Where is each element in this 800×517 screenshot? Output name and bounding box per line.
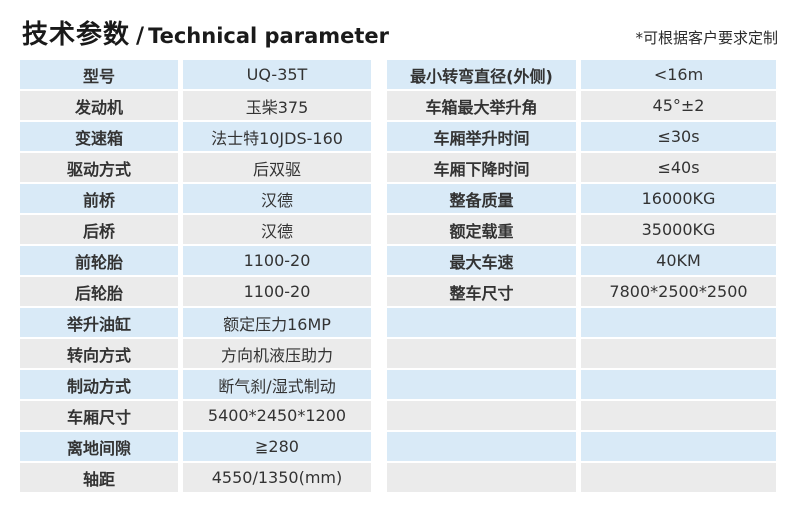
- table-row: 前桥 汉德: [20, 184, 371, 213]
- param-value: 玉柴375: [183, 91, 371, 120]
- table-row: 举升油缸 额定压力16MP: [20, 308, 371, 337]
- param-value: <16m: [581, 60, 776, 89]
- param-value: [581, 401, 776, 430]
- param-label: 整备质量: [387, 184, 576, 213]
- param-label: 制动方式: [20, 370, 178, 399]
- param-value: ≧280: [183, 432, 371, 461]
- table-row: 额定载重 35000KG: [387, 215, 776, 244]
- param-value: 汉德: [183, 215, 371, 244]
- param-value: 额定压力16MP: [183, 308, 371, 337]
- param-label: 前桥: [20, 184, 178, 213]
- param-label: 车箱最大举升角: [387, 91, 576, 120]
- table-row: [387, 463, 776, 492]
- param-label: 车厢尺寸: [20, 401, 178, 430]
- table-row: 后桥 汉德: [20, 215, 371, 244]
- param-value: 35000KG: [581, 215, 776, 244]
- param-value: [581, 432, 776, 461]
- param-value: 汉德: [183, 184, 371, 213]
- param-value: 1100-20: [183, 277, 371, 306]
- table-row: [387, 308, 776, 337]
- param-label: 车厢下降时间: [387, 153, 576, 182]
- table-row: 变速箱 法士特10JDS-160: [20, 122, 371, 151]
- spec-table-left: 型号 UQ-35T 发动机 玉柴375 变速箱 法士特10JDS-160 驱动方式 后双驱 前桥…: [20, 60, 371, 494]
- param-label: 最小转弯直径(外侧): [387, 60, 576, 89]
- spec-tables: 型号 UQ-35T 发动机 玉柴375 变速箱 法士特10JDS-160 驱动方式 后双驱 前桥…: [0, 60, 800, 494]
- table-row: [387, 339, 776, 368]
- param-label: [387, 370, 576, 399]
- param-value: 断气刹/湿式制动: [183, 370, 371, 399]
- table-row: [387, 432, 776, 461]
- param-label: 整车尺寸: [387, 277, 576, 306]
- table-row: [387, 401, 776, 430]
- param-value: 方向机液压助力: [183, 339, 371, 368]
- param-value: 法士特10JDS-160: [183, 122, 371, 151]
- param-label: 驱动方式: [20, 153, 178, 182]
- table-row: [387, 370, 776, 399]
- param-label: [387, 339, 576, 368]
- table-row: 车箱最大举升角 45°±2: [387, 91, 776, 120]
- param-value: 16000KG: [581, 184, 776, 213]
- param-value: ≤40s: [581, 153, 776, 182]
- table-row: 车厢尺寸 5400*2450*1200: [20, 401, 371, 430]
- param-value: ≤30s: [581, 122, 776, 151]
- param-label: 举升油缸: [20, 308, 178, 337]
- param-label: [387, 463, 576, 492]
- table-row: 制动方式 断气刹/湿式制动: [20, 370, 371, 399]
- param-label: 前轮胎: [20, 246, 178, 275]
- param-value: [581, 339, 776, 368]
- table-row: 轴距 4550/1350(mm): [20, 463, 371, 492]
- param-value: [581, 463, 776, 492]
- param-value: 5400*2450*1200: [183, 401, 371, 430]
- param-value: [581, 370, 776, 399]
- page-title-zh: 技术参数: [22, 20, 131, 50]
- table-row: 前轮胎 1100-20: [20, 246, 371, 275]
- table-row: 车厢下降时间 ≤40s: [387, 153, 776, 182]
- param-label: 型号: [20, 60, 178, 89]
- page-header: 技术参数 / Technical parameter *可根据客户要求定制: [0, 0, 800, 48]
- param-label: [387, 401, 576, 430]
- param-label: 后轮胎: [20, 277, 178, 306]
- param-label: [387, 308, 576, 337]
- param-value: 1100-20: [183, 246, 371, 275]
- table-row: 整备质量 16000KG: [387, 184, 776, 213]
- table-row: 最小转弯直径(外侧) <16m: [387, 60, 776, 89]
- param-value: 4550/1350(mm): [183, 463, 371, 492]
- param-value: 45°±2: [581, 91, 776, 120]
- param-label: [387, 432, 576, 461]
- param-label: 车厢举升时间: [387, 122, 576, 151]
- param-label: 变速箱: [20, 122, 178, 151]
- spec-table-right: 最小转弯直径(外侧) <16m 车箱最大举升角 45°±2 车厢举升时间 ≤30s 车厢下降…: [387, 60, 776, 494]
- param-value: UQ-35T: [183, 60, 371, 89]
- param-value: 后双驱: [183, 153, 371, 182]
- param-value: [581, 308, 776, 337]
- param-label: 后桥: [20, 215, 178, 244]
- table-row: 最大车速 40KM: [387, 246, 776, 275]
- table-row: 整车尺寸 7800*2500*2500: [387, 277, 776, 306]
- param-label: 最大车速: [387, 246, 576, 275]
- table-row: 驱动方式 后双驱: [20, 153, 371, 182]
- param-label: 转向方式: [20, 339, 178, 368]
- param-label: 发动机: [20, 91, 178, 120]
- customization-note: *可根据客户要求定制: [635, 29, 778, 47]
- table-row: 型号 UQ-35T: [20, 60, 371, 89]
- table-row: 转向方式 方向机液压助力: [20, 339, 371, 368]
- table-row: 后轮胎 1100-20: [20, 277, 371, 306]
- table-row: 发动机 玉柴375: [20, 91, 371, 120]
- table-row: 车厢举升时间 ≤30s: [387, 122, 776, 151]
- param-value: 40KM: [581, 246, 776, 275]
- page-title: 技术参数 / Technical parameter: [22, 22, 389, 48]
- param-label: 额定载重: [387, 215, 576, 244]
- page-title-en: Technical parameter: [148, 24, 390, 48]
- param-label: 离地间隙: [20, 432, 178, 461]
- param-label: 轴距: [20, 463, 178, 492]
- table-row: 离地间隙 ≧280: [20, 432, 371, 461]
- param-value: 7800*2500*2500: [581, 277, 776, 306]
- title-divider: /: [136, 24, 145, 49]
